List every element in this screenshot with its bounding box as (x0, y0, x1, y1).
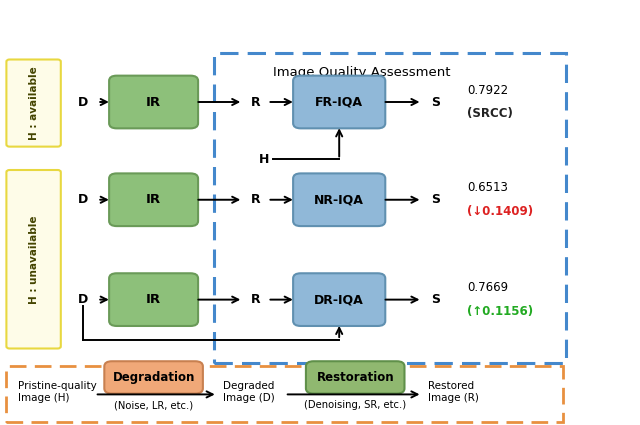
Text: (Noise, LR, etc.): (Noise, LR, etc.) (114, 400, 193, 410)
FancyBboxPatch shape (293, 273, 385, 326)
FancyBboxPatch shape (306, 361, 404, 394)
Text: Image (H): Image (H) (18, 393, 69, 403)
Text: IR: IR (146, 293, 161, 306)
Text: Image Quality Assessment: Image Quality Assessment (273, 66, 451, 79)
Text: IR: IR (146, 96, 161, 108)
Text: R: R (251, 293, 261, 306)
Text: (↑0.1156): (↑0.1156) (467, 305, 533, 318)
Text: H: H (259, 153, 269, 166)
Text: H : available: H : available (29, 66, 38, 140)
Text: (SRCC): (SRCC) (467, 108, 513, 120)
Text: NR-IQA: NR-IQA (314, 193, 364, 206)
Text: 0.7922: 0.7922 (467, 84, 508, 96)
FancyBboxPatch shape (109, 173, 198, 226)
Text: Image (R): Image (R) (428, 393, 478, 403)
FancyBboxPatch shape (293, 76, 385, 128)
FancyBboxPatch shape (109, 273, 198, 326)
Text: S: S (431, 293, 440, 306)
Text: R: R (251, 193, 261, 206)
Text: R: R (251, 96, 261, 108)
Text: Degradation: Degradation (113, 371, 195, 384)
FancyBboxPatch shape (104, 361, 203, 394)
Text: FR-IQA: FR-IQA (316, 96, 364, 108)
Text: Degraded: Degraded (223, 381, 274, 391)
Text: D: D (78, 96, 88, 108)
Text: (Denoising, SR, etc.): (Denoising, SR, etc.) (304, 400, 406, 410)
Text: DR-IQA: DR-IQA (314, 293, 364, 306)
Text: 0.7669: 0.7669 (467, 281, 508, 294)
Text: D: D (78, 193, 88, 206)
Text: 0.6513: 0.6513 (467, 181, 508, 194)
Text: Restored: Restored (428, 381, 474, 391)
FancyBboxPatch shape (6, 60, 61, 147)
FancyBboxPatch shape (293, 173, 385, 226)
Text: S: S (431, 96, 440, 108)
Text: D: D (78, 293, 88, 306)
Text: Pristine-quality: Pristine-quality (18, 381, 97, 391)
Text: S: S (431, 193, 440, 206)
FancyBboxPatch shape (109, 76, 198, 128)
Text: Restoration: Restoration (316, 371, 394, 384)
Text: IR: IR (146, 193, 161, 206)
Text: (↓0.1409): (↓0.1409) (467, 205, 533, 218)
Text: H : unavailable: H : unavailable (29, 215, 38, 303)
FancyBboxPatch shape (6, 170, 61, 348)
Text: Image (D): Image (D) (223, 393, 275, 403)
